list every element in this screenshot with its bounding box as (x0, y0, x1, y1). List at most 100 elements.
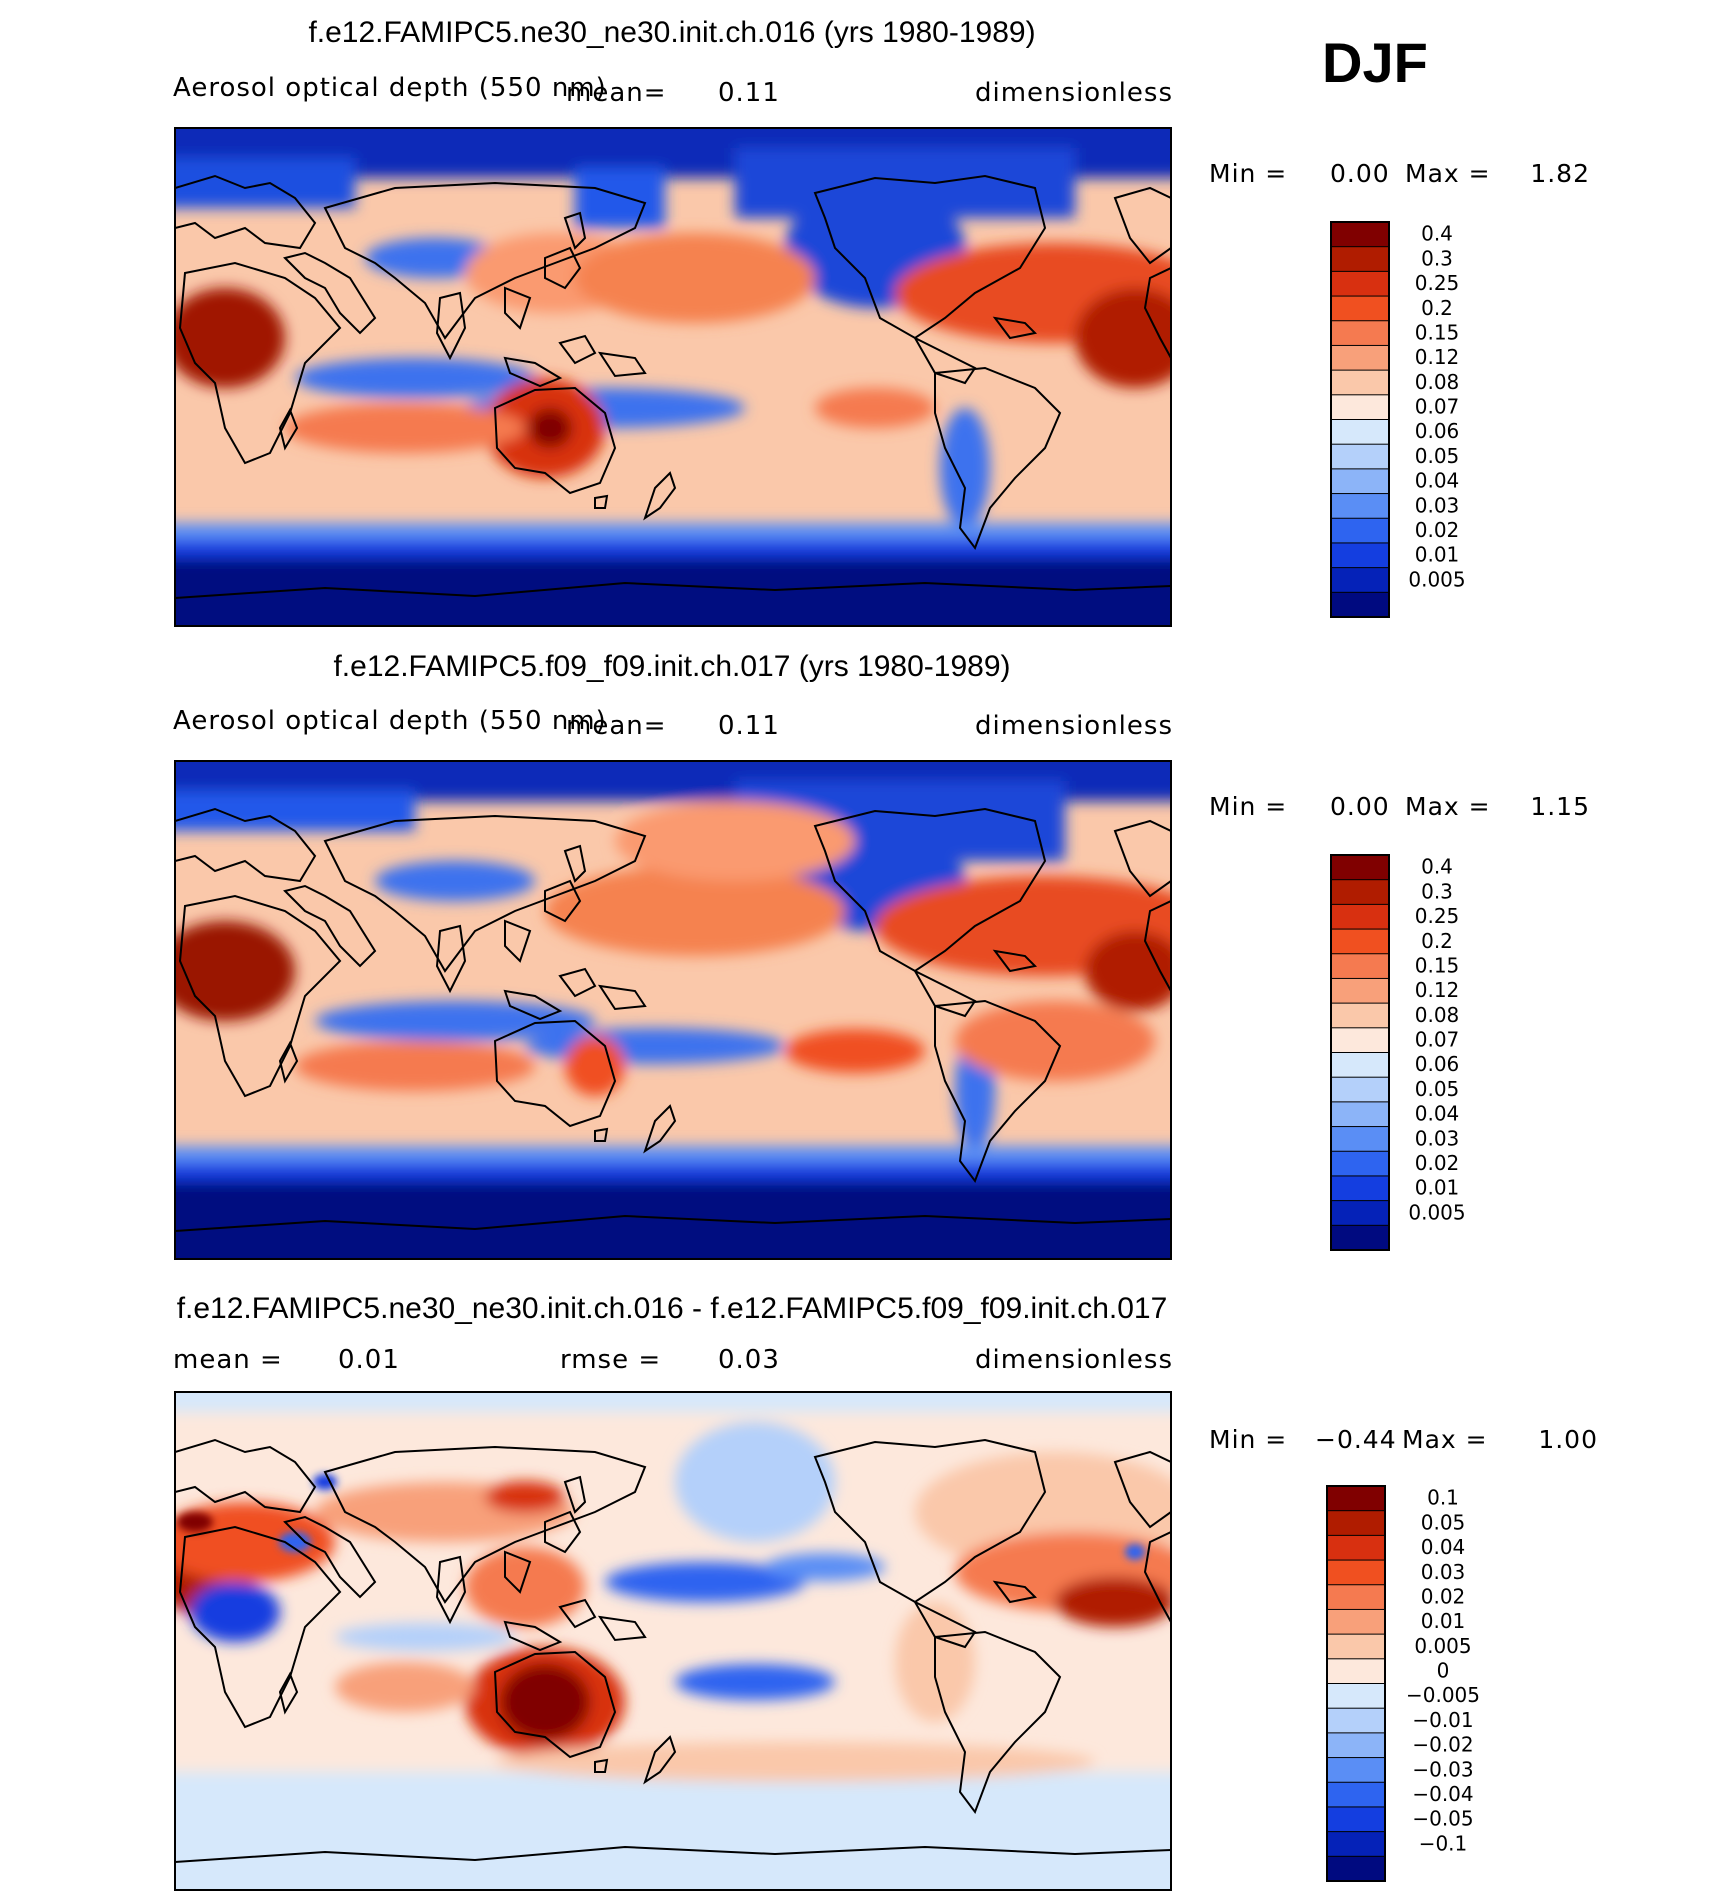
colorbar-tick-label: 0.03 (1415, 1126, 1460, 1150)
colorbar-swatch (1326, 1559, 1386, 1586)
colorbar-swatch (1330, 419, 1390, 446)
colorbar-tick-label: 0.02 (1415, 518, 1460, 542)
panel-3-rmse-label: rmse = (560, 1345, 661, 1375)
colorbar-swatch (1330, 1027, 1390, 1054)
colorbar-tick-label: 0.04 (1415, 469, 1460, 493)
colorbar-tick-label: 0.01 (1421, 1609, 1466, 1633)
colorbar-tick-label: 0.25 (1415, 904, 1460, 928)
colorbar-tick-label: 0.2 (1421, 929, 1453, 953)
colorbar-tick-label: 0.01 (1415, 1176, 1460, 1200)
panel-2-map (175, 761, 1171, 1259)
colorbar-tick-label: 0.25 (1415, 271, 1460, 295)
colorbar-swatch (1330, 295, 1390, 322)
panel-2-min-value: 0.00 (1330, 792, 1390, 821)
colorbar-frame (1330, 854, 1390, 1251)
panel-2-min-label: Min = (1209, 792, 1287, 821)
colorbar-tick-label: 0.005 (1414, 1634, 1471, 1658)
panel-2: f.e12.FAMIPC5.f09_f09.init.ch.017 (yrs 1… (173, 650, 1589, 1260)
colorbar-swatch (1330, 591, 1390, 618)
colorbar-swatch (1330, 344, 1390, 372)
colorbar-swatch (1330, 567, 1390, 594)
colorbar-tick-label: 0.4 (1421, 855, 1453, 879)
colorbar-tick-label: 0.03 (1421, 1560, 1466, 1584)
colorbar-tick-label: 0.02 (1415, 1151, 1460, 1175)
colorbar-tick-label: −0.1 (1419, 1831, 1468, 1855)
colorbar-swatch (1330, 221, 1390, 248)
panel-2-mean-label: mean= (566, 711, 667, 741)
colorbar-tick-label: 0.07 (1415, 1028, 1460, 1052)
colorbar-swatch (1330, 493, 1390, 520)
colorbar-swatch (1330, 542, 1390, 569)
colorbar-swatch (1326, 1683, 1386, 1710)
colorbar-tick-label: 0.12 (1415, 978, 1460, 1002)
colorbar-tick-label: 0.04 (1421, 1535, 1466, 1559)
panel-3-min-value: −0.44 (1315, 1425, 1397, 1454)
colorbar-swatch (1326, 1633, 1386, 1660)
colorbar-swatch (1330, 1224, 1390, 1251)
colorbar-swatch (1330, 369, 1390, 396)
panel-3-map (175, 1392, 1171, 1890)
colorbar-tick-label: 0.15 (1415, 320, 1460, 344)
panel-3: f.e12.FAMIPC5.ne30_ne30.init.ch.016 - f.… (173, 1292, 1598, 1891)
colorbar-swatch (1330, 246, 1390, 273)
panel-1-frame (174, 127, 1172, 627)
panel-3-max-value: 1.00 (1538, 1425, 1598, 1454)
panel-2-colorbar: 0.40.30.250.20.150.120.080.070.060.050.0… (1330, 854, 1466, 1251)
colorbar-swatch (1330, 854, 1390, 881)
colorbar-swatch (1330, 468, 1390, 495)
panel-3-mean-label: mean = (173, 1345, 283, 1375)
colorbar-swatch (1330, 928, 1390, 955)
colorbar-tick-label: 0.07 (1415, 395, 1460, 419)
colorbar-swatch (1326, 1757, 1386, 1784)
panel-3-rmse-value: 0.03 (718, 1345, 780, 1375)
panel-2-frame (174, 760, 1172, 1260)
panel-1-units: dimensionless (975, 78, 1173, 108)
colorbar-tick-label: −0.005 (1406, 1683, 1480, 1707)
colorbar-swatch (1326, 1831, 1386, 1858)
colorbar-swatch (1330, 1052, 1390, 1079)
colorbar-swatch (1326, 1584, 1386, 1611)
colorbar-tick-label: 0.15 (1415, 953, 1460, 977)
panel-1-colorbar: 0.40.30.250.20.150.120.080.070.060.050.0… (1330, 221, 1466, 618)
colorbar-swatch (1326, 1510, 1386, 1537)
colorbar-frame (1330, 221, 1390, 618)
panel-2-mean-value: 0.11 (718, 711, 780, 741)
colorbar-swatch (1330, 1002, 1390, 1029)
panel-1: f.e12.FAMIPC5.ne30_ne30.init.ch.016 (yrs… (173, 16, 1590, 627)
colorbar-swatch (1330, 977, 1390, 1005)
colorbar-swatch (1330, 879, 1390, 906)
colorbar-swatch (1330, 270, 1390, 298)
colorbar-tick-label: 0.05 (1421, 1510, 1466, 1534)
colorbar-swatch (1330, 517, 1390, 544)
panel-2-title: f.e12.FAMIPC5.f09_f09.init.ch.017 (yrs 1… (333, 650, 1010, 683)
colorbar-tick-label: −0.05 (1412, 1807, 1473, 1831)
colorbar-tick-label: −0.02 (1412, 1733, 1473, 1757)
colorbar-swatch (1330, 1101, 1390, 1128)
panel-2-variable: Aerosol optical depth (550 nm) (173, 706, 607, 736)
panel-1-mean-label: mean= (566, 78, 667, 108)
colorbar-swatch (1326, 1485, 1386, 1512)
colorbar-swatch (1326, 1855, 1386, 1882)
panel-1-max-label: Max = (1405, 159, 1491, 188)
panel-1-max-value: 1.82 (1530, 159, 1590, 188)
panel-3-units: dimensionless (975, 1345, 1173, 1375)
colorbar-tick-label: 0.06 (1415, 419, 1460, 443)
panel-3-title: f.e12.FAMIPC5.ne30_ne30.init.ch.016 - f.… (177, 1292, 1168, 1325)
panel-3-frame (174, 1391, 1172, 1891)
panel-3-max-label: Max = (1402, 1425, 1488, 1454)
colorbar-swatch (1330, 394, 1390, 421)
colorbar-tick-label: 0.03 (1415, 493, 1460, 517)
colorbar-swatch (1330, 443, 1390, 470)
colorbar-swatch (1326, 1781, 1386, 1808)
colorbar-swatch (1326, 1534, 1386, 1562)
colorbar-tick-label: −0.04 (1412, 1782, 1473, 1806)
colorbar-swatch (1330, 1175, 1390, 1202)
colorbar-tick-label: 0.04 (1415, 1102, 1460, 1126)
colorbar-tick-label: 0.02 (1421, 1584, 1466, 1608)
colorbar-tick-label: 0.005 (1408, 1200, 1465, 1224)
colorbar-tick-label: −0.01 (1412, 1708, 1473, 1732)
season-label: DJF (1322, 31, 1428, 94)
colorbar-tick-label: 0.005 (1408, 567, 1465, 591)
panel-1-min-value: 0.00 (1330, 159, 1390, 188)
